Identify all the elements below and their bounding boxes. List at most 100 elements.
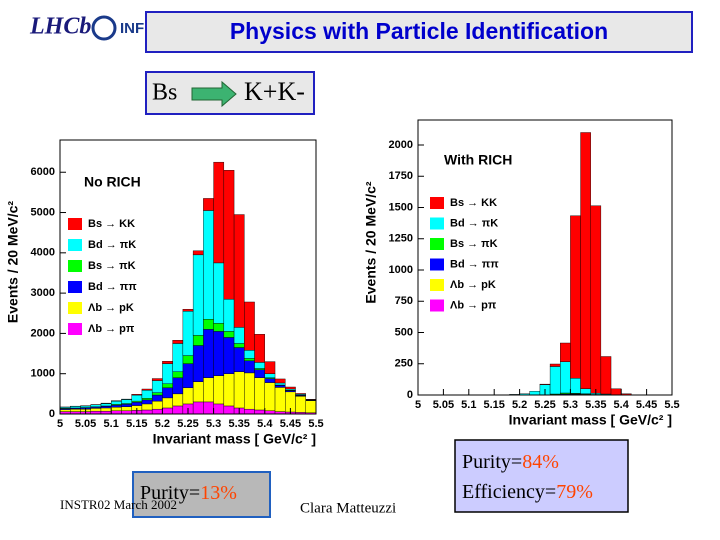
legend-swatch [430,258,444,271]
chart-title: With RICH [444,152,512,168]
legend-swatch [68,323,82,335]
histogram-segment [131,394,143,402]
histogram-segment [233,371,245,409]
purity-right: Purity=84% [462,451,559,473]
histogram-segment [162,387,173,399]
histogram-segment [233,343,245,348]
histogram-segment [70,408,81,412]
histogram-segment [274,378,286,384]
legend-swatch [430,197,444,209]
legend-label: Bd → ππ [88,281,137,293]
histogram-segment [274,385,286,388]
histogram-segment [223,170,235,300]
legend-swatch [430,238,444,250]
histogram-segment [100,407,112,412]
y-tick-label: 3000 [31,287,55,299]
y-tick-label: 750 [395,295,413,307]
histogram-segment [182,387,194,405]
histogram-segment [254,369,265,378]
purity-box-left [132,471,271,518]
decay-arrow [191,80,237,108]
histogram-segment [172,343,184,372]
histogram-segment [233,327,245,344]
histogram-segment [151,408,163,415]
x-tick-label: 5.45 [636,399,657,411]
histogram-segment [244,301,255,351]
histogram-segment [529,391,541,396]
histogram-segment [223,298,235,332]
y-tick-label: 1000 [31,368,55,380]
histogram-segment [223,337,235,374]
x-tick-label: 5.25 [534,399,555,411]
histogram-segment [151,392,163,396]
legend-label: Λb → pK [88,302,134,314]
logo-infn-icon [91,15,117,41]
legend-label: Λb → pπ [450,299,497,311]
histogram-segment [151,394,163,402]
y-tick-label: 6000 [31,166,55,178]
histogram-segment [131,394,143,396]
x-tick-label: 5.3 [206,418,221,430]
histogram-segment [162,363,173,384]
histogram-segment [549,366,561,395]
x-tick-label: 5 [57,418,63,430]
x-tick-label: 5.45 [280,418,301,430]
histogram-segment [570,215,581,379]
y-tick-label: 500 [395,326,413,338]
histogram-segment [244,408,255,415]
histogram-segment [254,334,265,363]
purity-left: Purity=13% [140,482,237,504]
y-tick-label: 2000 [389,139,413,151]
histogram-segment [295,396,306,413]
histogram-segment [59,409,71,412]
histogram-segment [610,388,622,396]
legend-label: Λb → pK [450,279,496,291]
author: Clara Matteuzzi [300,500,396,516]
y-tick-label: 1250 [389,233,413,245]
x-tick-label: 5.3 [563,399,578,411]
histogram-segment [244,360,255,374]
x-tick-label: 5.25 [177,418,198,430]
histogram-segment [233,214,245,328]
y-axis-label: Events / 20 MeV/c² [5,201,21,324]
histogram-segment [580,132,591,389]
histogram-segment [213,331,225,376]
histogram-segment [213,161,225,264]
histogram-segment [100,406,112,409]
x-tick-label: 5.2 [512,399,527,411]
x-tick-label: 5.15 [126,418,147,430]
histogram-segment [233,347,245,372]
histogram-segment [203,329,214,378]
y-tick-label: 1500 [389,201,413,213]
x-tick-label: 5.5 [308,418,323,430]
histogram-segment [182,355,194,364]
legend-swatch [430,299,444,312]
x-tick-label: 5.1 [461,399,476,411]
histogram-segment [141,398,153,401]
y-axis-label: Events / 20 MeV/c² [363,181,379,304]
histogram-segment [549,363,561,367]
histogram-segment [192,381,204,403]
histogram-segment [223,405,235,415]
histogram-segment [203,198,214,211]
y-tick-label: 0 [49,408,55,420]
histogram-segment [274,382,286,386]
histogram-segment [600,356,612,395]
y-tick-label: 4000 [31,247,55,259]
legend-swatch [430,217,444,230]
histogram-segment [162,361,173,364]
histogram-segment [110,400,122,405]
histogram-segment [203,377,214,403]
logo-lhcb: LHCb [29,14,91,40]
histogram-segment [110,406,122,411]
y-tick-label: 1750 [389,170,413,182]
histogram-segment [254,409,265,415]
histogram-segment [162,407,173,415]
histogram-segment [90,404,102,407]
histogram-segment [182,311,194,356]
histogram-segment [254,377,265,411]
histogram-segment [274,387,286,412]
x-tick-label: 5.4 [257,418,273,430]
legend-label: Bs → πK [450,238,498,250]
histogram-segment [192,250,204,256]
